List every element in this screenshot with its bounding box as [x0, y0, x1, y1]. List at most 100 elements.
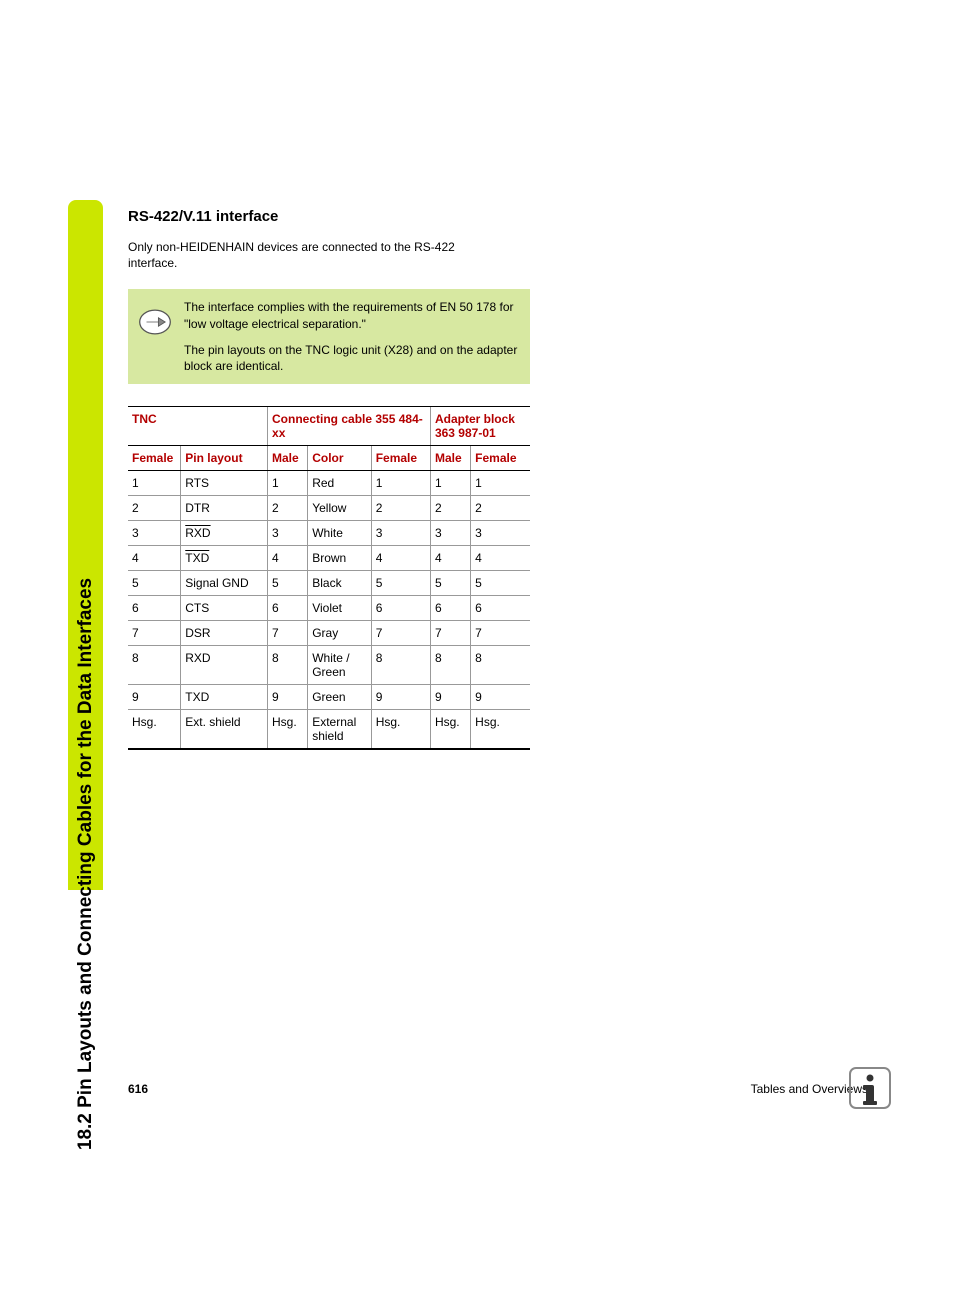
table-cell: 8: [268, 646, 308, 685]
note-para-1: The interface complies with the requirem…: [184, 299, 518, 331]
table-cell: 6: [471, 596, 530, 621]
table-cell: 4: [471, 546, 530, 571]
table-cell: 1: [371, 471, 430, 496]
table-cell: 5: [128, 571, 181, 596]
table-cell: 2: [471, 496, 530, 521]
th-adapter: Adapter block 363 987-01: [430, 407, 530, 446]
table-row: 4TXD4Brown444: [128, 546, 530, 571]
table-cell: External shield: [308, 710, 371, 750]
table-cell: 7: [371, 621, 430, 646]
table-cell: RXD: [181, 646, 268, 685]
table-cell: Hsg.: [430, 710, 470, 750]
table-cell: DTR: [181, 496, 268, 521]
table-cell: 3: [268, 521, 308, 546]
table-cell: 7: [128, 621, 181, 646]
table-row: 6CTS6Violet666: [128, 596, 530, 621]
table-cell: 6: [430, 596, 470, 621]
table-cell: 8: [430, 646, 470, 685]
table-cell: 8: [471, 646, 530, 685]
table-cell: 5: [430, 571, 470, 596]
table-cell: Violet: [308, 596, 371, 621]
table-row: 9TXD9Green999: [128, 685, 530, 710]
table-cell: 9: [371, 685, 430, 710]
info-icon: [848, 1066, 892, 1110]
arrow-icon: [138, 305, 172, 339]
th-male2: Male: [430, 446, 470, 471]
table-cell: White / Green: [308, 646, 371, 685]
intro-text: Only non-HEIDENHAIN devices are connecte…: [128, 239, 488, 271]
th-pinlayout: Pin layout: [181, 446, 268, 471]
table-cell: 4: [128, 546, 181, 571]
note-box: The interface complies with the requirem…: [128, 289, 530, 384]
table-cell: 7: [268, 621, 308, 646]
table-cell: Signal GND: [181, 571, 268, 596]
table-cell: 6: [128, 596, 181, 621]
table-cell: 4: [268, 546, 308, 571]
sidebar-title: 18.2 Pin Layouts and Connecting Cables f…: [75, 578, 97, 1150]
sidebar-tab: 18.2 Pin Layouts and Connecting Cables f…: [68, 200, 103, 890]
section-heading: RS-422/V.11 interface: [128, 208, 868, 225]
pin-layout-table: TNC Connecting cable 355 484-xx Adapter …: [128, 406, 530, 750]
table-cell: 8: [371, 646, 430, 685]
table-cell: 7: [430, 621, 470, 646]
table-cell: 9: [430, 685, 470, 710]
table-row: 3RXD3White333: [128, 521, 530, 546]
th-color: Color: [308, 446, 371, 471]
table-cell: 4: [371, 546, 430, 571]
table-cell: 3: [471, 521, 530, 546]
table-cell: 5: [471, 571, 530, 596]
table-cell: Black: [308, 571, 371, 596]
table-cell: 4: [430, 546, 470, 571]
table-row: Hsg.Ext. shieldHsg.External shieldHsg.Hs…: [128, 710, 530, 750]
table-cell: 3: [430, 521, 470, 546]
table-cell: Yellow: [308, 496, 371, 521]
table-cell: 2: [268, 496, 308, 521]
table-cell: Hsg.: [371, 710, 430, 750]
th-female2: Female: [371, 446, 430, 471]
table-cell: Ext. shield: [181, 710, 268, 750]
table-cell: 5: [371, 571, 430, 596]
th-cable: Connecting cable 355 484-xx: [268, 407, 431, 446]
table-cell: 9: [128, 685, 181, 710]
table-cell: Hsg.: [128, 710, 181, 750]
table-cell: 1: [268, 471, 308, 496]
table-cell: 3: [371, 521, 430, 546]
table-cell: 6: [268, 596, 308, 621]
table-cell: 6: [371, 596, 430, 621]
th-tnc: TNC: [128, 407, 268, 446]
table-cell: Brown: [308, 546, 371, 571]
main-content: RS-422/V.11 interface Only non-HEIDENHAI…: [128, 208, 868, 750]
table-cell: 8: [128, 646, 181, 685]
table-cell: White: [308, 521, 371, 546]
table-row: 7DSR7Gray777: [128, 621, 530, 646]
table-cell: 1: [128, 471, 181, 496]
table-cell: Red: [308, 471, 371, 496]
table-cell: TXD: [181, 546, 268, 571]
table-cell: TXD: [181, 685, 268, 710]
table-cell: DSR: [181, 621, 268, 646]
table-cell: Hsg.: [268, 710, 308, 750]
page-footer: 616 Tables and Overviews: [128, 1082, 868, 1096]
table-cell: Hsg.: [471, 710, 530, 750]
th-female3: Female: [471, 446, 530, 471]
table-row: 5Signal GND5Black555: [128, 571, 530, 596]
table-cell: Green: [308, 685, 371, 710]
table-cell: 2: [430, 496, 470, 521]
table-cell: 2: [371, 496, 430, 521]
table-cell: CTS: [181, 596, 268, 621]
table-cell: 9: [268, 685, 308, 710]
note-para-2: The pin layouts on the TNC logic unit (X…: [184, 342, 518, 374]
table-cell: 3: [128, 521, 181, 546]
table-cell: 7: [471, 621, 530, 646]
table-cell: RTS: [181, 471, 268, 496]
table-cell: 5: [268, 571, 308, 596]
table-cell: Gray: [308, 621, 371, 646]
table-row: 8RXD8White / Green888: [128, 646, 530, 685]
table-cell: 1: [430, 471, 470, 496]
table-cell: 9: [471, 685, 530, 710]
table-row: 1RTS1Red111: [128, 471, 530, 496]
th-male: Male: [268, 446, 308, 471]
table-cell: RXD: [181, 521, 268, 546]
th-female1: Female: [128, 446, 181, 471]
table-cell: 2: [128, 496, 181, 521]
